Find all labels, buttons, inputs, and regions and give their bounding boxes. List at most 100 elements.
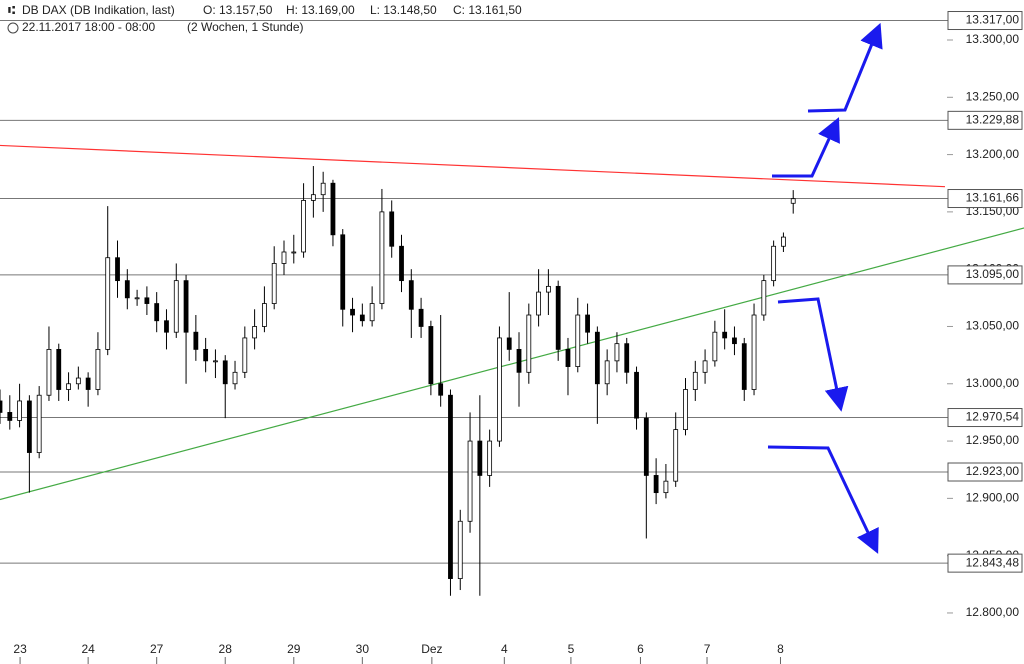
candle-body	[203, 348, 209, 362]
trend-line	[0, 144, 946, 188]
candle-body	[477, 440, 483, 476]
candle-body	[222, 360, 228, 385]
header: ⑆ DB DAX (DB Indikation, last) O: 13.157…	[7, 3, 522, 34]
annotation-arrows	[767, 22, 883, 554]
level-label-box	[947, 189, 1023, 209]
candle-body	[487, 440, 493, 476]
candle-body	[369, 303, 375, 322]
ohlc-label: H: 13.169,00	[286, 3, 355, 17]
y-tick-label: 13.200,00	[966, 147, 1020, 161]
candle-body	[761, 280, 767, 316]
level-label-box	[947, 462, 1023, 482]
candle-body	[320, 182, 326, 196]
candle-body	[242, 337, 248, 373]
candle-body	[399, 245, 404, 282]
candle-body	[643, 417, 649, 476]
candle-body	[624, 343, 630, 373]
candle-body	[408, 280, 414, 310]
candle-body	[144, 297, 150, 304]
candle-body	[75, 377, 81, 385]
x-tick-label: 29	[287, 642, 301, 656]
chart-subtitle: 22.11.2017 18:00 - 08:00	[22, 20, 156, 34]
level-label-box	[947, 553, 1023, 573]
candle-body	[497, 337, 502, 442]
x-tick-label: 5	[568, 642, 575, 656]
candle-body	[46, 348, 52, 396]
candle-body	[310, 194, 316, 201]
candle-body	[291, 251, 297, 254]
level-label-box	[947, 110, 1023, 130]
x-tick-label: 24	[81, 642, 95, 656]
candle-body	[634, 371, 639, 419]
candle-body	[555, 285, 561, 350]
candle-body	[585, 314, 590, 333]
level-label: 12.843,48	[966, 555, 1020, 569]
candle-body	[673, 429, 679, 482]
x-tick-label: 28	[219, 642, 233, 656]
candle-body	[516, 348, 522, 373]
candle-body	[448, 394, 453, 579]
x-tick-label: 8	[777, 642, 784, 656]
candle-body	[545, 285, 551, 293]
candle-body	[359, 314, 365, 322]
candle-body	[722, 331, 728, 339]
candle-body	[428, 326, 434, 385]
arrow	[777, 297, 849, 412]
candle-body	[154, 303, 160, 322]
candle-body	[771, 245, 777, 282]
level-label: 13.317,00	[966, 13, 1020, 27]
plot-layer	[0, 166, 796, 596]
candle-body	[565, 348, 571, 367]
y-tick-label: 13.000,00	[966, 376, 1020, 390]
ohlc-label: L: 13.148,50	[370, 3, 437, 17]
chart-subtitle-note: (2 Wochen, 1 Stunde)	[187, 20, 304, 34]
candle-body	[614, 343, 620, 362]
axis-layer: 12.800,0012.850,0012.900,0012.950,0013.0…	[13, 11, 1023, 664]
candle-body	[17, 400, 22, 421]
candle-body	[751, 314, 757, 390]
y-tick-label: 12.950,00	[966, 433, 1020, 447]
x-tick-label: 4	[501, 642, 508, 656]
arrow	[772, 117, 840, 178]
candle-body	[438, 383, 444, 396]
candle-body	[193, 331, 199, 350]
candle-body	[124, 280, 130, 299]
candle-body	[506, 337, 512, 350]
candle-body	[389, 211, 395, 247]
candle-body	[26, 400, 32, 453]
candle-body	[702, 360, 708, 373]
candle-body	[732, 337, 737, 345]
ohlc-label: C: 13.161,50	[453, 3, 522, 17]
candle-body	[741, 343, 747, 390]
candle-body	[379, 211, 385, 304]
x-tick-label: 6	[637, 642, 644, 656]
x-tick-label: 30	[356, 642, 370, 656]
candle-body	[692, 371, 698, 390]
clock-icon	[7, 22, 19, 34]
x-tick-label: 27	[150, 642, 164, 656]
level-label: 13.161,66	[966, 191, 1020, 205]
candle-body	[781, 236, 786, 247]
candle-body	[134, 297, 140, 300]
candle-body	[95, 348, 101, 390]
candle-body	[164, 320, 169, 333]
candle-body	[467, 440, 473, 522]
y-tick-label: 13.250,00	[966, 89, 1020, 103]
candle-body	[604, 360, 610, 385]
candle-body	[66, 383, 71, 390]
trend-line	[0, 227, 1024, 501]
level-label: 12.970,54	[966, 410, 1020, 424]
arrow	[767, 445, 879, 554]
candle-body	[536, 291, 542, 316]
x-tick-label: 23	[13, 642, 27, 656]
candle-body	[340, 234, 346, 310]
candle-body	[790, 198, 796, 204]
y-tick-label: 12.800,00	[966, 605, 1020, 619]
y-tick-label: 12.900,00	[966, 491, 1020, 505]
candle-body	[36, 394, 42, 453]
candle-body	[85, 377, 91, 390]
y-tick-label: 13.050,00	[966, 319, 1020, 333]
candle-body	[653, 475, 659, 494]
candle-body	[575, 314, 581, 367]
